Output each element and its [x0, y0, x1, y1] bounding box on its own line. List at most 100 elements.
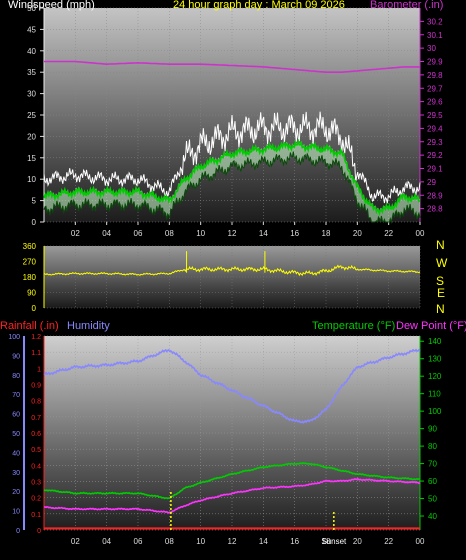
wind-x-tick-label: 10 [196, 229, 205, 238]
windspeed-axis-label: Windspeed (mph) [8, 0, 95, 11]
barometer-y-tick-label: 30.2 [427, 17, 443, 26]
wind-direction-line [43, 264, 421, 277]
compass-n-bottom: N [436, 302, 445, 316]
direction-y-tick-label: 360 [23, 242, 37, 251]
climate-x-tick-label: 10 [196, 537, 205, 546]
climate-x-tick-label: 00 [416, 537, 425, 546]
temp-y-tick-label: 120 [428, 372, 442, 381]
wind-y-tick-label: 10 [27, 175, 36, 184]
barometer-y-tick-label: 29.1 [427, 165, 443, 174]
rain-y-tick-label: 0.4 [31, 463, 41, 470]
rain-y-tick-label: 0 [37, 528, 41, 535]
direction-y-tick-label: 180 [23, 273, 37, 282]
climate-x-tick-label: 06 [134, 537, 143, 546]
wind-y-tick-label: 15 [27, 154, 36, 163]
wind-y-tick-label: 40 [27, 47, 36, 56]
wind-y-tick-label: 35 [27, 68, 36, 77]
humidity-y-tick-label: 30 [12, 470, 20, 477]
compass-e: E [437, 286, 446, 300]
rain-y-tick-label: 1 [37, 366, 41, 373]
rain-y-tick-label: 0.5 [31, 447, 41, 454]
barometer-y-tick-label: 29.8 [427, 71, 443, 80]
rain-y-tick-label: 1.2 [31, 334, 41, 341]
wind-y-tick-label: 20 [27, 132, 36, 141]
barometer-y-tick-label: 29.9 [427, 58, 443, 67]
temp-y-tick-label: 130 [428, 355, 442, 364]
barometer-y-tick-label: 30.1 [427, 31, 443, 40]
wind-y-tick-label: 5 [32, 197, 37, 206]
barometer-y-tick-label: 29 [427, 178, 436, 187]
temp-y-tick-label: 140 [428, 337, 442, 346]
wind-range-fill [44, 139, 420, 222]
temp-y-tick-label: 60 [428, 477, 437, 486]
temp-y-tick-label: 70 [428, 460, 437, 469]
temperature-line [43, 462, 421, 500]
climate-x-tick-label: 02 [71, 537, 80, 546]
humidity-y-tick-label: 50 [12, 431, 20, 438]
rain-y-tick-label: 0.1 [31, 512, 41, 519]
wind-y-tick-label: 50 [27, 4, 36, 13]
wind-x-tick-label: 18 [322, 229, 331, 238]
compass-w: W [436, 256, 448, 270]
barometer-y-tick-label: 29.3 [427, 138, 443, 147]
humidity-y-tick-label: 20 [12, 489, 20, 496]
rainfall-axis-label: Rainfall (.in) [0, 320, 59, 332]
rain-y-tick-label: 0.8 [31, 399, 41, 406]
humidity-line [43, 348, 421, 424]
temp-y-tick-label: 100 [428, 407, 442, 416]
wind-x-tick-label: 04 [102, 229, 111, 238]
humidity-y-tick-label: 80 [12, 373, 20, 380]
temp-y-tick-label: 40 [428, 512, 437, 521]
temp-y-tick-label: 80 [428, 442, 437, 451]
rain-y-tick-label: 0.6 [31, 431, 41, 438]
dewpoint-line [43, 477, 421, 514]
wind-x-tick-label: 14 [259, 229, 268, 238]
barometer-y-tick-label: 29.2 [427, 151, 443, 160]
direction-y-tick-label: 0 [32, 304, 37, 313]
temp-y-tick-label: 50 [428, 495, 437, 504]
climate-x-tick-label: 16 [290, 537, 299, 546]
sunset-label: Sunset [321, 537, 347, 546]
direction-y-tick-label: 90 [27, 289, 36, 298]
rain-y-tick-label: 0.2 [31, 496, 41, 503]
barometer-line [44, 60, 420, 73]
wind-x-tick-label: 06 [134, 229, 143, 238]
climate-x-tick-label: 04 [102, 537, 111, 546]
temp-y-tick-label: 90 [428, 425, 437, 434]
wind-x-tick-label: 20 [353, 229, 362, 238]
humidity-axis-label: Humidity [67, 320, 110, 332]
wind-y-tick-label: 45 [27, 25, 36, 34]
wind-x-tick-label: 16 [290, 229, 299, 238]
humidity-y-tick-label: 10 [12, 509, 20, 516]
wind-y-tick-label: 25 [27, 111, 36, 120]
humidity-y-tick-label: 100 [8, 334, 20, 341]
compass-s: S [436, 274, 445, 288]
humidity-y-tick-label: 0 [16, 528, 20, 535]
wind-low-line [43, 151, 421, 224]
chart-title: 24 hour graph day : March 09 2026 [173, 0, 345, 11]
barometer-y-tick-label: 29.5 [427, 111, 443, 120]
wind-x-tick-label: 22 [384, 229, 393, 238]
climate-x-tick-label: 14 [259, 537, 268, 546]
climate-x-tick-label: 20 [353, 537, 362, 546]
barometer-y-tick-label: 28.9 [427, 191, 443, 200]
barometer-y-tick-label: 29.4 [427, 124, 443, 133]
barometer-y-tick-label: 30 [427, 44, 436, 53]
wind-x-tick-label: 12 [228, 229, 237, 238]
humidity-y-tick-label: 60 [12, 412, 20, 419]
wind-gust-line [43, 111, 421, 204]
climate-x-tick-label: 08 [165, 537, 174, 546]
barometer-y-tick-label: 28.8 [427, 205, 443, 214]
climate-x-tick-label: 12 [228, 537, 237, 546]
climate-x-tick-label: 18 [322, 537, 331, 546]
humidity-y-tick-label: 70 [12, 392, 20, 399]
barometer-y-tick-label: 29.6 [427, 98, 443, 107]
wind-x-tick-label: 00 [416, 229, 425, 238]
compass-n-top: N [436, 238, 445, 252]
humidity-y-tick-label: 90 [12, 353, 20, 360]
climate-x-tick-label: 22 [384, 537, 393, 546]
rain-y-tick-label: 1.1 [31, 350, 41, 357]
wind-y-tick-label: 30 [27, 90, 36, 99]
direction-y-tick-label: 270 [23, 258, 37, 267]
